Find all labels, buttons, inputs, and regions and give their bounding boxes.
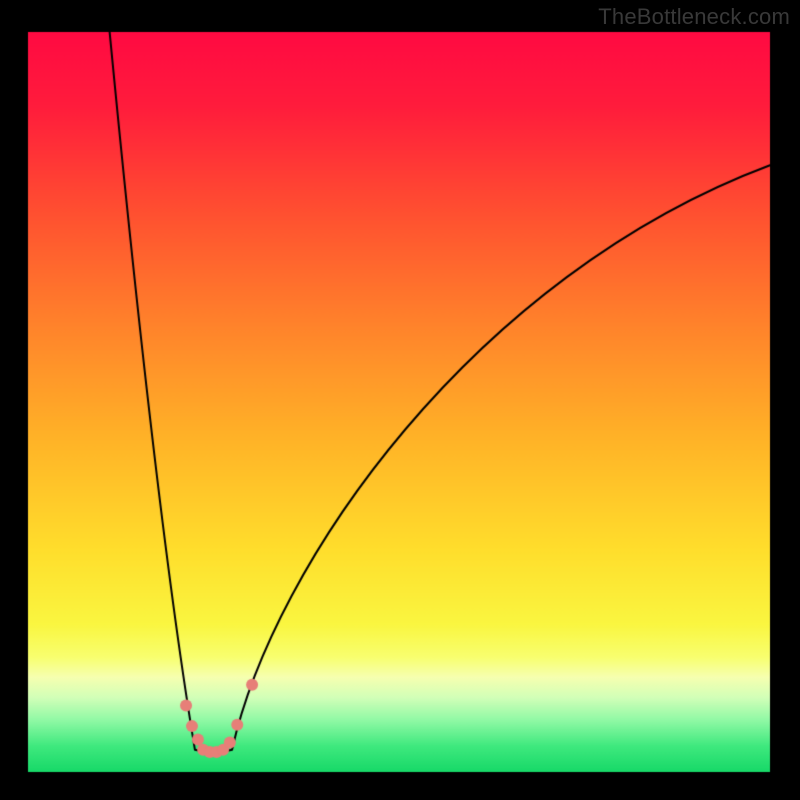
watermark-label: TheBottleneck.com	[598, 4, 790, 30]
bottleneck-curve-chart	[0, 0, 800, 800]
chart-stage: TheBottleneck.com	[0, 0, 800, 800]
